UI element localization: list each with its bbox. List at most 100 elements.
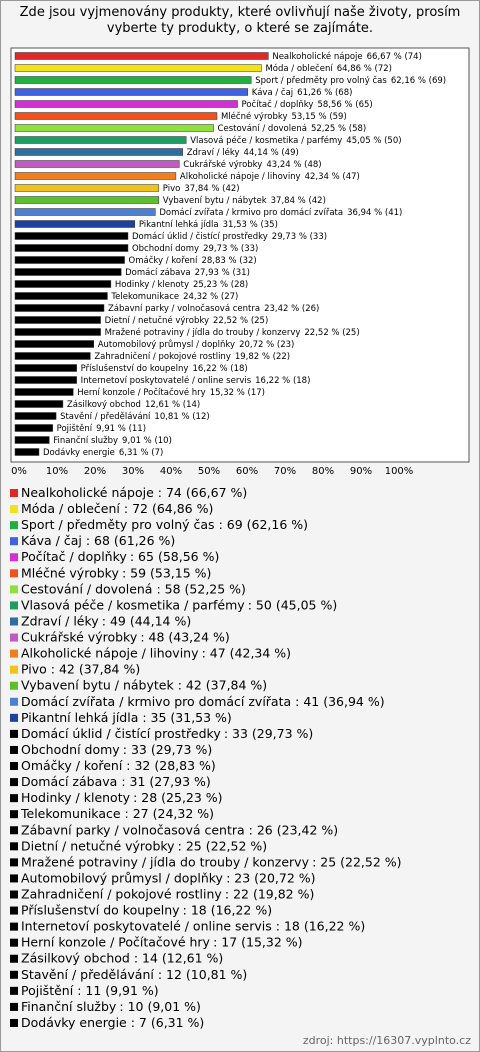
legend-entry: Automobilový průmysl / doplňky: 23 (20,7… <box>21 870 316 885</box>
legend-value: : 25 (22,52 %) <box>178 838 267 853</box>
bar <box>14 304 105 312</box>
bar <box>14 232 129 240</box>
bar <box>14 448 40 456</box>
bar <box>14 52 269 60</box>
legend-name: Obchodní domy <box>21 741 120 756</box>
bar-category: Móda / oblečení <box>265 63 333 74</box>
legend-entry: Stavění / předělávání: 12 (10,81 %) <box>21 966 247 981</box>
bar-category: Příslušenství do koupelny <box>81 363 189 374</box>
bar-label: Pikantní lehká jídla 31,53 % (35) <box>139 220 278 230</box>
legend-entry: Dietní / netučné výrobky: 25 (22,52 %) <box>21 838 267 853</box>
legend-value: : 33 (29,73 %) <box>123 741 212 756</box>
legend-swatch <box>10 569 18 578</box>
x-tick-label: 80% <box>312 466 334 477</box>
legend-swatch <box>10 633 18 642</box>
bar-label: Pojištění 9,91 % (11) <box>57 423 146 434</box>
legend-entry: Pikantní lehká jídla: 35 (31,53 %) <box>21 709 232 724</box>
value-label: 29,73 % (33) <box>272 232 327 242</box>
value-label: 37,84 % (42) <box>271 196 326 206</box>
x-tick-label: 20% <box>84 466 106 477</box>
x-tick-label: 50% <box>198 466 220 477</box>
legend-name: Počítač / doplňky <box>21 549 127 564</box>
legend-entry: Zahradničení / pokojové rostliny: 22 (19… <box>21 886 314 901</box>
x-tick-label: 0% <box>11 466 27 477</box>
legend-name: Zahradničení / pokojové rostliny <box>21 886 222 901</box>
bar <box>14 88 249 96</box>
legend-name: Hodinky / klenoty <box>21 790 131 805</box>
legend-swatch <box>10 858 18 867</box>
bar <box>14 340 94 348</box>
bar-category: Domácí zvířata / krmivo pro domácí zvířa… <box>159 208 343 218</box>
legend-entry: Obchodní domy: 33 (29,73 %) <box>21 741 212 756</box>
legend-swatch <box>10 874 18 883</box>
value-label: 37,84 % (42) <box>184 184 239 194</box>
bar-label: Zahradničení / pokojové rostliny 19,82 % … <box>94 351 290 362</box>
bar <box>14 184 160 192</box>
value-label: 58,56 % (65) <box>317 100 372 110</box>
bar-label: Telekomunikace 24,32 % (27) <box>110 292 238 302</box>
bar-category: Mražené potraviny / jídla do trouby / ko… <box>105 327 301 338</box>
legend-value: : 22 (19,82 %) <box>225 886 314 901</box>
legend-entry: Móda / oblečení: 72 (64,86 %) <box>21 501 213 516</box>
legend-swatch <box>10 906 18 915</box>
legend-value: : 25 (22,52 %) <box>312 854 401 869</box>
legend-name: Sport / předměty pro volný čas <box>21 517 215 532</box>
bar <box>14 388 74 396</box>
legend-value: : 41 (36,94 %) <box>295 693 384 708</box>
value-label: 31,53 % (35) <box>223 220 278 230</box>
bar <box>14 100 238 108</box>
legend-value: : 69 (62,16 %) <box>219 517 308 532</box>
legend-value: : 18 (16,22 %) <box>276 918 365 933</box>
legend-entry: Mléčné výrobky: 59 (53,15 %) <box>21 565 211 580</box>
value-label: 42,34 % (47) <box>305 172 360 182</box>
legend-entry: Zábavní parky / volnočasová centra: 26 (… <box>21 822 338 837</box>
bar-label: Alkoholické nápoje / lihoviny 42,34 % (47… <box>180 171 360 182</box>
value-label: 36,94 % (41) <box>347 208 402 218</box>
legend-entry: Omáčky / koření: 32 (28,83 %) <box>21 758 216 773</box>
legend-entry: Nealkoholické nápoje: 74 (66,67 %) <box>21 485 247 500</box>
legend-swatch <box>10 617 18 626</box>
legend-swatch <box>10 794 18 803</box>
bar-category: Zábavní parky / volnočasová centra <box>108 303 260 314</box>
bar <box>14 124 214 132</box>
legend-entry: Pojištění: 11 (9,91 %) <box>21 982 159 997</box>
bar <box>14 136 187 144</box>
bar-label: Zásilkový obchod 12,61 % (14) <box>67 400 200 410</box>
legend-swatch <box>10 665 18 674</box>
legend-value: : 17 (15,32 %) <box>213 934 302 949</box>
legend-value: : 32 (28,83 %) <box>126 758 215 773</box>
legend-value: : 35 (31,53 %) <box>142 709 231 724</box>
value-label: 19,82 % (22) <box>235 352 290 362</box>
value-label: 22,52 % (25) <box>304 328 359 338</box>
bar <box>14 148 183 156</box>
bar-label: Káva / čaj 61,26 % (68) <box>252 87 353 98</box>
legend-name: Cukrářské výrobky <box>21 629 138 644</box>
legend-value: : 27 (24,32 %) <box>125 806 214 821</box>
bar <box>14 280 112 288</box>
bar-label: Nealkoholické nápoje 66,67 % (74) <box>272 51 422 62</box>
legend-swatch <box>10 938 18 947</box>
legend-entry: Domácí úklid / čistící prostředky: 33 (2… <box>21 725 313 740</box>
bar <box>14 316 101 324</box>
legend-name: Zábavní parky / volnočasová centra <box>21 822 245 837</box>
bar <box>14 76 252 84</box>
bar <box>14 364 77 372</box>
legend-name: Pivo <box>21 661 47 676</box>
bar-label: Zábavní parky / volnočasová centra 23,42 … <box>108 303 319 314</box>
value-label: 62,16 % (69) <box>391 76 446 86</box>
legend-name: Mražené potraviny / jídla do trouby / ko… <box>21 854 310 869</box>
bar-category: Cukrářské výrobky <box>183 159 262 170</box>
chart-title: Zde jsou vyjmenovány produkty, které ovl… <box>19 5 461 36</box>
legend-swatch <box>10 601 18 610</box>
bar-category: Alkoholické nápoje / lihoviny <box>180 171 301 182</box>
legend-name: Domácí úklid / čistící prostředky <box>21 725 221 740</box>
value-label: 27,93 % (31) <box>195 268 250 278</box>
legend-value: : 58 (52,25 %) <box>156 581 245 596</box>
value-label: 45,05 % (50) <box>346 136 401 146</box>
value-label: 12,61 % (14) <box>145 400 200 410</box>
bar-category: Stavění / předělávání <box>60 412 151 422</box>
legend-entry: Zdraví / léky: 49 (44,14 %) <box>21 613 191 628</box>
bar-category: Zahradničení / pokojové rostliny <box>94 351 231 362</box>
bar-label: Příslušenství do koupelny 16,22 % (18) <box>81 363 248 374</box>
